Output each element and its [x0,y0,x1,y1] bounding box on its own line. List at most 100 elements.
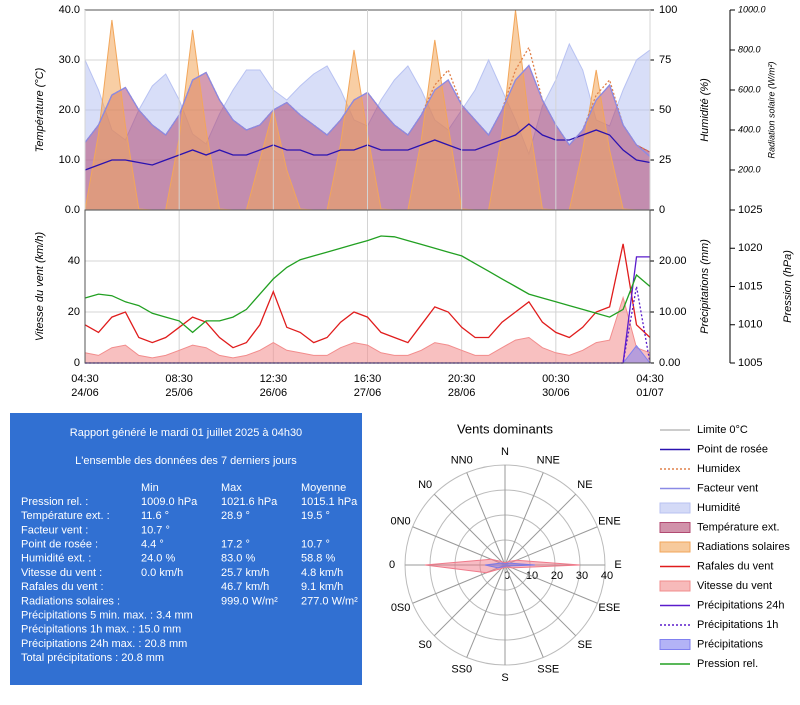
report-cell: 1009.0 hPa [141,496,198,508]
report-cell: 58.8 % [301,553,335,565]
legend-swatch [659,541,691,553]
spoke [433,493,506,566]
direction-label: SSE [537,663,559,675]
report-box [10,413,362,685]
report-cell: 19.5 ° [301,510,330,522]
direction-label: SE [578,639,593,651]
direction-label: NNE [537,455,560,467]
x-tick-label: 27/06 [354,387,382,399]
direction-label: N0 [418,479,432,491]
report-cell: 25.7 km/h [221,567,269,579]
spoke [504,564,577,637]
x-tick-label: 25/06 [165,387,193,399]
report-title: Rapport généré le mardi 01 juillet 2025 … [70,427,302,439]
spoke [504,564,544,658]
direction-label: N [501,446,509,458]
line [84,243,651,349]
legend-label: Radiations solaires [697,541,790,553]
legend-label: Rafales du vent [697,560,773,572]
y3-tick-label: 400.0 [738,124,761,134]
y2-tick-label: 10.00 [659,306,687,318]
direction-label: 0N0 [391,516,411,528]
report-cell: Rafales du vent : [21,581,104,593]
x-tick-label: 08:30 [165,373,193,385]
y2-axis-title: Humidité (%) [699,78,711,142]
report-cell: 277.0 W/m² [301,595,358,607]
legend-label: Humidité [697,502,740,514]
direction-label: S [501,672,508,684]
report-cell: 11.6 ° [141,510,169,522]
r-tick-label: 30 [576,570,588,582]
legend-label: Précipitations [697,638,764,650]
legend-swatch [659,502,691,514]
direction-label: 0S0 [391,602,411,614]
report-header: Moyenne [301,482,346,494]
y-tick-label: 20.0 [59,104,80,116]
direction-label: 0 [389,559,395,571]
report-cell: Pression rel. : [21,496,88,508]
direction-label: S0 [418,639,431,651]
report-cell: 46.7 km/h [221,581,269,593]
legend-label: Humidex [697,463,741,475]
y3-axis-title: Pression (hPa) [782,250,794,323]
x-tick-label: 16:30 [354,373,382,385]
x-tick-label: 24/06 [71,387,99,399]
report-subtitle: L'ensemble des données des 7 derniers jo… [75,455,297,467]
y-tick-label: 30.0 [59,54,80,66]
spoke [504,493,577,566]
y2-tick-label: 50 [659,104,671,116]
direction-label: E [614,559,621,571]
radar-title: Vents dominants [457,421,554,436]
area [84,295,651,364]
legend-label: Précipitations 24h [697,599,784,611]
report-cell: 83.0 % [221,553,255,565]
y-tick-label: 0.0 [65,204,80,216]
legend-label: Point de rosée [697,443,768,455]
y3-tick-label: 1025 [738,204,762,216]
y3-tick-label: 1005 [738,357,762,369]
legend-label: Vitesse du vent [697,580,772,592]
y3-tick-label: 1015 [738,280,762,292]
x-tick-label: 01/07 [636,387,664,399]
direction-label: ENE [598,516,621,528]
y-tick-label: 20 [68,306,80,318]
report-cell: Point de rosée : [21,539,98,551]
report-note: Précipitations 5 min. max. : 3.4 mm [21,610,193,622]
spoke [504,526,598,566]
report-cell: 10.7 ° [141,524,170,536]
legend-swatch [659,639,691,650]
plot-frame [84,209,651,364]
y-tick-label: 0 [74,357,80,369]
spoke [433,564,506,637]
spoke [412,526,506,566]
y2-tick-label: 20.00 [659,255,687,267]
legend-label: Facteur vent [697,482,758,494]
y2-tick-label: 25 [659,154,671,166]
report-cell: Radiations solaires : [21,595,120,607]
direction-label: ESE [598,602,620,614]
x-tick-label: 30/06 [542,387,570,399]
report-note: Précipitations 24h max. : 20.8 mm [21,638,187,650]
y2-tick-label: 0.00 [659,357,680,369]
report-cell: 4.4 ° [141,539,164,551]
legend-label: Précipitations 1h [697,619,778,631]
report-header: Min [141,482,159,494]
y3-tick-label: 800.0 [738,44,761,54]
x-tick-label: 12:30 [260,373,288,385]
y2-tick-label: 100 [659,4,677,16]
x-tick-label: 28/06 [448,387,476,399]
x-tick-label: 26/06 [260,387,288,399]
x-tick-label: 00:30 [542,373,570,385]
report-cell: Température ext. : [21,510,110,522]
report-cell: 17.2 ° [221,539,250,551]
y-axis-title: Vitesse du vent (km/h) [34,232,46,342]
report-cell: 4.8 km/h [301,567,343,579]
x-tick-label: 04:30 [71,373,99,385]
y-tick-label: 40.0 [59,4,80,16]
legend-label: Température ext. [697,521,780,533]
y3-tick-label: 200.0 [737,164,761,174]
legend-label: Pression rel. [697,658,758,670]
direction-label: SS0 [451,663,472,675]
y3-tick-label: 1000.0 [738,4,766,14]
